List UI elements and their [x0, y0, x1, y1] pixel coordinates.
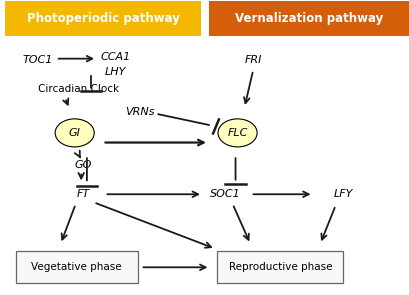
Text: GI: GI: [69, 128, 81, 138]
Text: LFY: LFY: [333, 189, 352, 199]
Text: Reproductive phase: Reproductive phase: [228, 262, 331, 272]
Text: VRNs: VRNs: [125, 107, 154, 117]
Text: SOC1: SOC1: [209, 189, 240, 199]
Text: Vegetative phase: Vegetative phase: [31, 262, 122, 272]
Text: Vernalization pathway: Vernalization pathway: [234, 12, 382, 25]
FancyBboxPatch shape: [5, 1, 200, 37]
Text: FLC: FLC: [227, 128, 247, 138]
FancyBboxPatch shape: [209, 1, 408, 37]
Circle shape: [218, 119, 256, 147]
Text: CCA1: CCA1: [100, 52, 130, 62]
Text: TOC1: TOC1: [23, 55, 53, 65]
Text: FRI: FRI: [245, 55, 262, 65]
Text: FT: FT: [76, 189, 89, 199]
FancyBboxPatch shape: [16, 251, 137, 283]
Text: Circadian Clock: Circadian Clock: [38, 84, 119, 94]
FancyBboxPatch shape: [217, 251, 343, 283]
Circle shape: [55, 119, 94, 147]
Text: GO: GO: [74, 160, 91, 170]
Text: LHY: LHY: [104, 66, 126, 76]
Text: Photoperiodic pathway: Photoperiodic pathway: [27, 12, 179, 25]
